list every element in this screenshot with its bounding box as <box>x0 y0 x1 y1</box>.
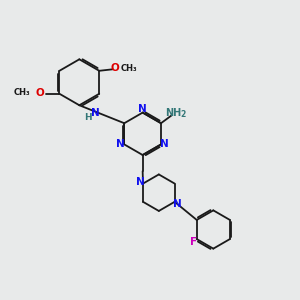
Text: N: N <box>91 108 100 118</box>
Text: O: O <box>110 63 119 73</box>
Text: CH₃: CH₃ <box>120 64 137 73</box>
Text: N: N <box>136 177 145 187</box>
Text: N: N <box>172 199 182 208</box>
Text: O: O <box>35 88 44 98</box>
Text: N: N <box>116 140 125 149</box>
Text: NH: NH <box>165 108 181 118</box>
Text: N: N <box>138 104 147 114</box>
Text: 2: 2 <box>181 110 186 119</box>
Text: N: N <box>160 140 169 149</box>
Text: CH₃: CH₃ <box>14 88 30 97</box>
Text: H: H <box>84 113 92 122</box>
Text: F: F <box>190 237 197 247</box>
